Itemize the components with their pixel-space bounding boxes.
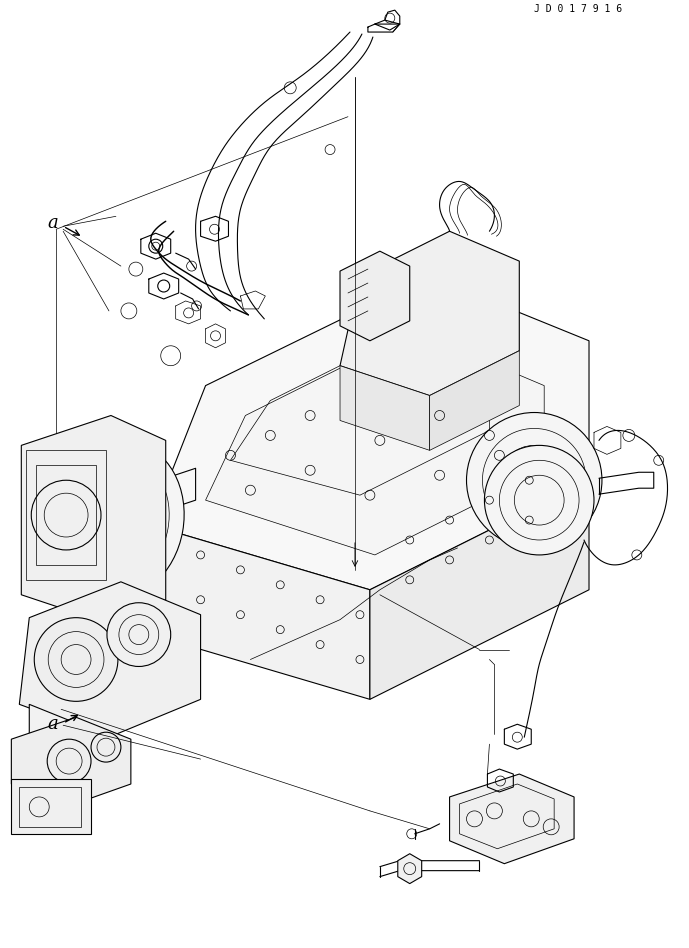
Polygon shape <box>11 718 131 807</box>
Text: a: a <box>48 715 59 733</box>
Polygon shape <box>398 854 422 884</box>
Polygon shape <box>340 251 410 340</box>
Polygon shape <box>29 704 116 779</box>
Polygon shape <box>450 774 574 864</box>
Bar <box>11 779 91 834</box>
Polygon shape <box>151 525 370 700</box>
Polygon shape <box>21 415 166 625</box>
Circle shape <box>466 412 602 548</box>
Polygon shape <box>370 481 589 700</box>
Polygon shape <box>151 276 589 590</box>
Ellipse shape <box>54 441 184 599</box>
Circle shape <box>484 446 594 555</box>
Polygon shape <box>340 366 430 450</box>
Bar <box>19 787 81 827</box>
Text: J D 0 1 7 9 1 6: J D 0 1 7 9 1 6 <box>534 5 622 14</box>
Polygon shape <box>205 331 544 555</box>
Circle shape <box>107 603 171 666</box>
Text: a: a <box>48 214 59 232</box>
Polygon shape <box>430 351 520 450</box>
Circle shape <box>34 618 118 702</box>
Bar <box>26 450 106 580</box>
Ellipse shape <box>143 484 158 514</box>
Polygon shape <box>19 582 200 738</box>
Bar <box>37 465 96 565</box>
Polygon shape <box>340 231 520 395</box>
